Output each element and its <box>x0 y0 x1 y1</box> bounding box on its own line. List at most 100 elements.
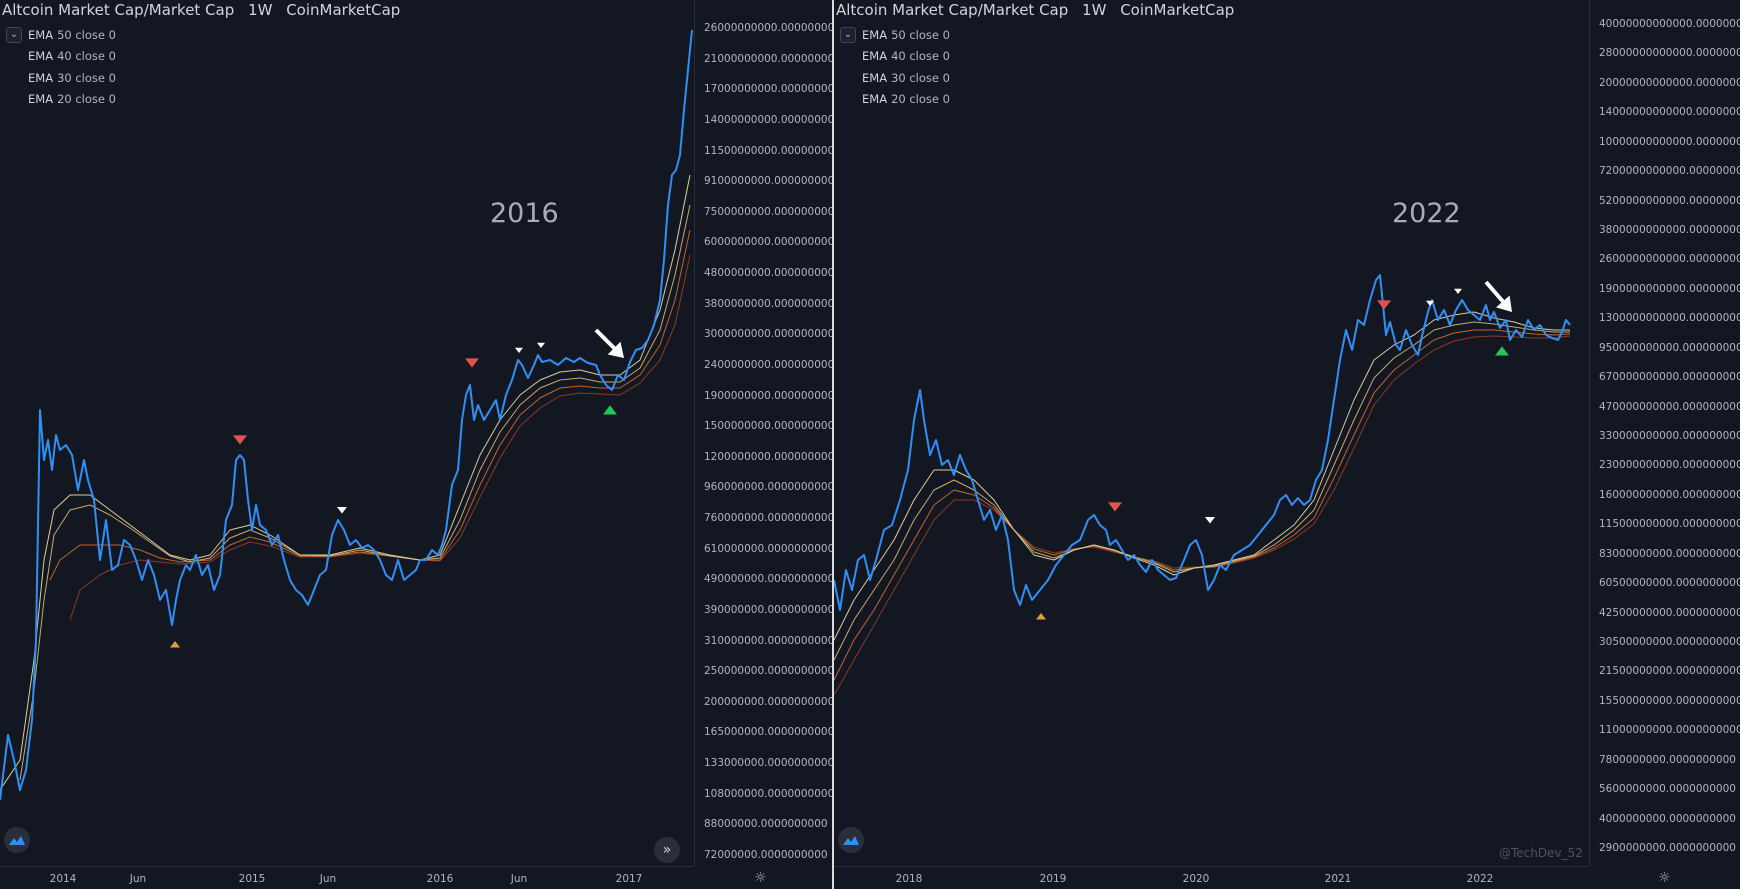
interval-label[interactable]: 1W <box>248 1 273 19</box>
gear-icon[interactable]: ☼ <box>1658 870 1671 886</box>
chevron-down-icon[interactable]: ⌄ <box>6 26 22 43</box>
time-axis-label: 2022 <box>1466 873 1494 885</box>
price-chart-right[interactable] <box>834 0 1589 866</box>
chart-panel-left[interactable]: Altcoin Market Cap/Market Cap 1W CoinMar… <box>0 0 832 889</box>
price-axis-label: 390000000.0000000000 <box>704 603 832 616</box>
time-axis-label: Jun <box>510 873 528 885</box>
panel-divider <box>832 0 834 889</box>
chevron-down-icon[interactable]: ⌄ <box>840 26 856 43</box>
legend-ema-40[interactable]: EMA 40 close 0 <box>28 49 116 64</box>
time-axis-label: 2015 <box>238 873 266 885</box>
indicator-legend: ⌄ EMA 50 close 0 EMA 40 close 0 EMA 30 c… <box>840 24 950 110</box>
price-line <box>0 29 693 801</box>
price-axis-label: 11500000000.0000000000 <box>704 144 832 157</box>
time-axis-label: 2020 <box>1182 873 1210 885</box>
price-axis-label: 40000000000000.0000000000 <box>1599 18 1740 30</box>
price-axis-label: 1300000000000.0000000000 <box>1599 312 1740 325</box>
price-axis-label: 2600000000000.0000000000 <box>1599 253 1740 266</box>
legend-ema-30[interactable]: EMA 30 close 0 <box>862 70 950 85</box>
year-annotation: 2022 <box>1392 198 1461 229</box>
top-marker <box>1426 300 1434 306</box>
sell-signal-marker <box>1108 502 1122 512</box>
price-axis-label: 610000000.0000000000 <box>704 542 832 555</box>
price-axis-label: 960000000.0000000000 <box>704 481 832 494</box>
price-axis[interactable]: 40000000000000.0000000000 28000000000000.… <box>1589 0 1740 866</box>
price-axis-label: 5600000000.0000000000 <box>1599 783 1736 796</box>
legend-ema-50[interactable]: ⌄ EMA 50 close 0 <box>840 24 950 46</box>
price-axis-label: 165000000.0000000000 <box>704 726 832 739</box>
time-axis-label: Jun <box>129 873 147 885</box>
price-axis-label: 20000000000000.0000000000 <box>1599 76 1740 89</box>
price-axis-label: 200000000.0000000000 <box>704 695 832 708</box>
sell-signal-marker <box>233 435 247 445</box>
price-axis-label: 4000000000.0000000000 <box>1599 812 1736 825</box>
ema-50-line <box>69 254 691 621</box>
chart-title: Altcoin Market Cap/Market Cap 1W CoinMar… <box>836 1 1243 19</box>
price-axis-label: 10000000000000.0000000000 <box>1599 135 1740 148</box>
price-axis-label: 7500000000.0000000000 <box>704 205 832 218</box>
price-axis-label: 17000000000.0000000000 <box>704 83 832 96</box>
legend-ema-20[interactable]: EMA 20 close 0 <box>862 92 950 107</box>
ema-30-line <box>19 204 691 781</box>
time-axis[interactable]: 2018 2019 2020 2021 2022 <box>834 866 1589 889</box>
ema-40-line <box>834 329 1571 681</box>
top-marker <box>537 342 545 348</box>
price-axis-label: 3800000000.0000000000 <box>704 297 832 310</box>
interval-label[interactable]: 1W <box>1082 1 1107 19</box>
chart-panel-right[interactable]: Altcoin Market Cap/Market Cap 1W CoinMar… <box>834 0 1740 889</box>
legend-ema-30[interactable]: EMA 30 close 0 <box>28 70 116 85</box>
price-axis-label: 6000000000.0000000000 <box>704 236 832 249</box>
top-marker <box>1454 288 1462 294</box>
price-axis-label: 72000000.0000000000 <box>704 849 828 861</box>
legend-ema-20[interactable]: EMA 20 close 0 <box>28 92 116 107</box>
price-axis-label: 21500000000.0000000000 <box>1599 665 1740 678</box>
price-axis-label: 1900000000.0000000000 <box>704 389 832 402</box>
price-axis-label: 3000000000.0000000000 <box>704 328 832 341</box>
price-axis-label: 2400000000.0000000000 <box>704 358 832 371</box>
time-axis[interactable]: 2014 Jun 2015 Jun 2016 Jun 2017 <box>0 866 694 889</box>
symbol-name[interactable]: Altcoin Market Cap/Market Cap <box>836 1 1069 19</box>
symbol-name[interactable]: Altcoin Market Cap/Market Cap <box>2 1 235 19</box>
price-axis-label: 7800000000.0000000000 <box>1599 753 1736 766</box>
author-watermark: @TechDev_52 <box>1499 846 1583 860</box>
buy-signal-marker <box>603 405 617 415</box>
price-axis-label: 1900000000000.0000000000 <box>1599 282 1740 295</box>
indicator-legend: ⌄ EMA 50 close 0 EMA 40 close 0 EMA 30 c… <box>6 24 116 110</box>
top-marker <box>1205 517 1215 524</box>
time-axis-label: Jun <box>319 873 337 885</box>
tradingview-logo-icon[interactable] <box>838 827 864 853</box>
price-axis-label: 11000000000.0000000000 <box>1599 724 1740 737</box>
price-chart-left[interactable] <box>0 0 694 866</box>
price-axis-label: 15500000000.0000000000 <box>1599 694 1740 707</box>
time-axis-label: 2017 <box>615 873 643 885</box>
ema-40-line <box>49 229 691 581</box>
price-axis-label: 490000000.0000000000 <box>704 573 832 586</box>
price-axis-label: 28000000000000.0000000000 <box>1599 47 1740 60</box>
price-axis-label: 950000000000.0000000000 <box>1599 341 1740 354</box>
legend-ema-50[interactable]: ⌄ EMA 50 close 0 <box>6 24 116 46</box>
price-axis-label: 310000000.0000000000 <box>704 634 832 647</box>
double-chevron-right-icon[interactable]: » <box>654 837 680 863</box>
chart-title: Altcoin Market Cap/Market Cap 1W CoinMar… <box>2 1 409 19</box>
legend-ema-40[interactable]: EMA 40 close 0 <box>862 49 950 64</box>
price-axis-label: 4800000000.0000000000 <box>704 267 832 280</box>
price-axis-label: 1200000000.0000000000 <box>704 450 832 463</box>
price-axis-label: 9100000000.0000000000 <box>704 175 832 188</box>
price-axis[interactable]: 26000000000.0000000000 21000000000.000000… <box>694 0 832 866</box>
price-axis-label: 108000000.0000000000 <box>704 787 832 800</box>
top-marker <box>515 347 523 353</box>
buy-signal-marker <box>1495 346 1509 356</box>
ema-20-line <box>834 311 1570 641</box>
price-axis-label: 133000000.0000000000 <box>704 757 832 770</box>
ema-20-line <box>0 174 691 791</box>
time-axis-label: 2021 <box>1324 873 1352 885</box>
year-annotation: 2016 <box>490 198 559 229</box>
tradingview-logo-icon[interactable] <box>4 827 30 853</box>
price-axis-label: 670000000000.0000000000 <box>1599 371 1740 384</box>
price-axis-label: 7200000000000.0000000000 <box>1599 165 1740 178</box>
price-axis-label: 160000000000.0000000000 <box>1599 488 1740 501</box>
bottom-marker <box>1036 613 1046 620</box>
time-axis-label: 2018 <box>895 873 923 885</box>
price-axis-label: 115000000000.0000000000 <box>1599 518 1740 531</box>
gear-icon[interactable]: ☼ <box>754 870 767 886</box>
